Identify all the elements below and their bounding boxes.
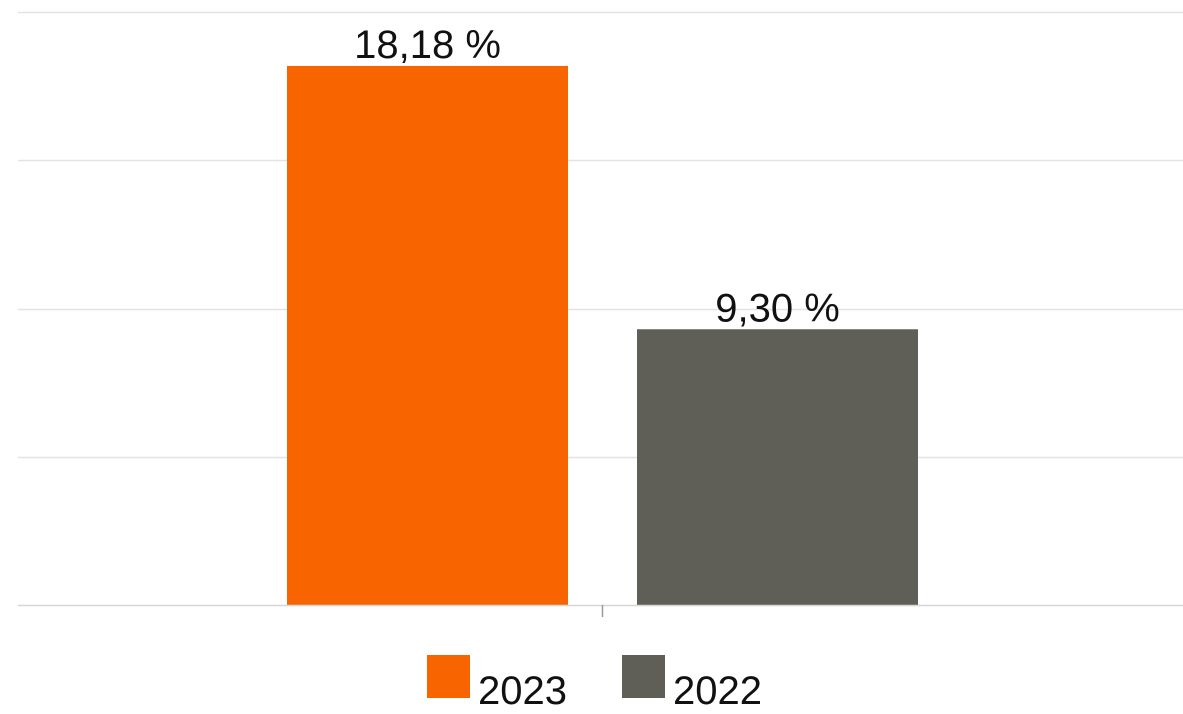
bar-2023 <box>287 65 568 605</box>
legend-label-2023: 2023 <box>478 669 567 709</box>
bar-2022 <box>637 329 918 605</box>
gridlines <box>18 11 1183 459</box>
x-axis <box>18 604 1183 617</box>
data-label-2022: 9,30 % <box>715 286 840 330</box>
legend-label-2022: 2022 <box>673 669 762 709</box>
legend-swatch-2023 <box>427 655 470 698</box>
legend-swatch-2022 <box>622 655 665 698</box>
data-label-2023: 18,18 % <box>354 23 501 67</box>
data-labels: 18,18 % 9,30 % <box>354 23 840 330</box>
legend: 2023 2022 <box>427 655 762 713</box>
bars <box>287 65 918 605</box>
